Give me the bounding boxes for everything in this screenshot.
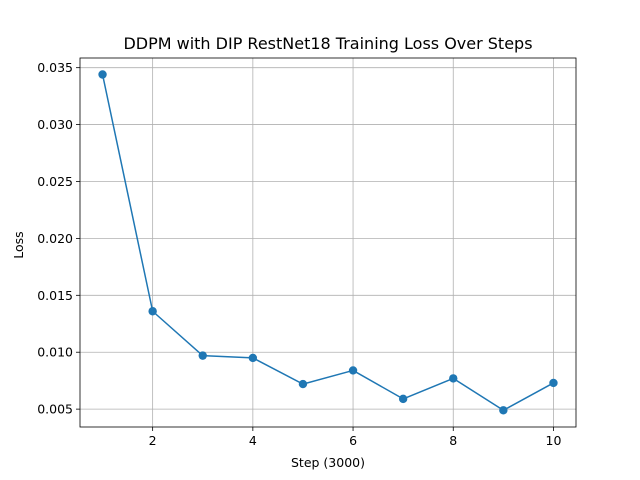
- y-tick-label: 0.020: [37, 231, 73, 246]
- series-line: [101, 74, 554, 412]
- x-tick-label: 4: [249, 433, 257, 448]
- data-point: [298, 379, 308, 389]
- data-point: [348, 366, 358, 375]
- y-tick-label: 0.025: [37, 174, 73, 189]
- data-point: [248, 353, 258, 363]
- y-tick-label: 0.010: [37, 345, 73, 360]
- data-point: [398, 394, 408, 404]
- y-axis-label: Loss: [11, 231, 26, 258]
- series-layer: [98, 70, 558, 415]
- data-point: [198, 351, 207, 360]
- y-tick-label: 0.005: [37, 402, 73, 417]
- axes-frame: [79, 57, 577, 428]
- y-tick-label: 0.035: [37, 60, 73, 75]
- x-axis-label: Step (3000): [291, 455, 365, 470]
- data-point: [499, 406, 508, 415]
- data-point: [449, 374, 458, 383]
- x-tick-label: 6: [349, 433, 357, 448]
- y-tick-label: 0.030: [37, 117, 73, 132]
- x-tick-label: 8: [449, 433, 457, 448]
- data-point: [148, 307, 157, 316]
- tick-layer: 2 4 6 8 10 0.005 0.010 0.015 0.020 0.025 0.030 0.03…: [37, 60, 561, 448]
- chart-title: DDPM with DIP RestNet18 Training Loss Ov…: [123, 34, 532, 53]
- grid-lines: [80, 58, 576, 427]
- x-tick-label: 10: [546, 433, 562, 448]
- data-point: [98, 70, 107, 79]
- y-tick-label: 0.015: [37, 288, 73, 303]
- x-tick-label: 2: [149, 433, 157, 448]
- plot-frame: [79, 57, 577, 428]
- data-point: [549, 378, 558, 388]
